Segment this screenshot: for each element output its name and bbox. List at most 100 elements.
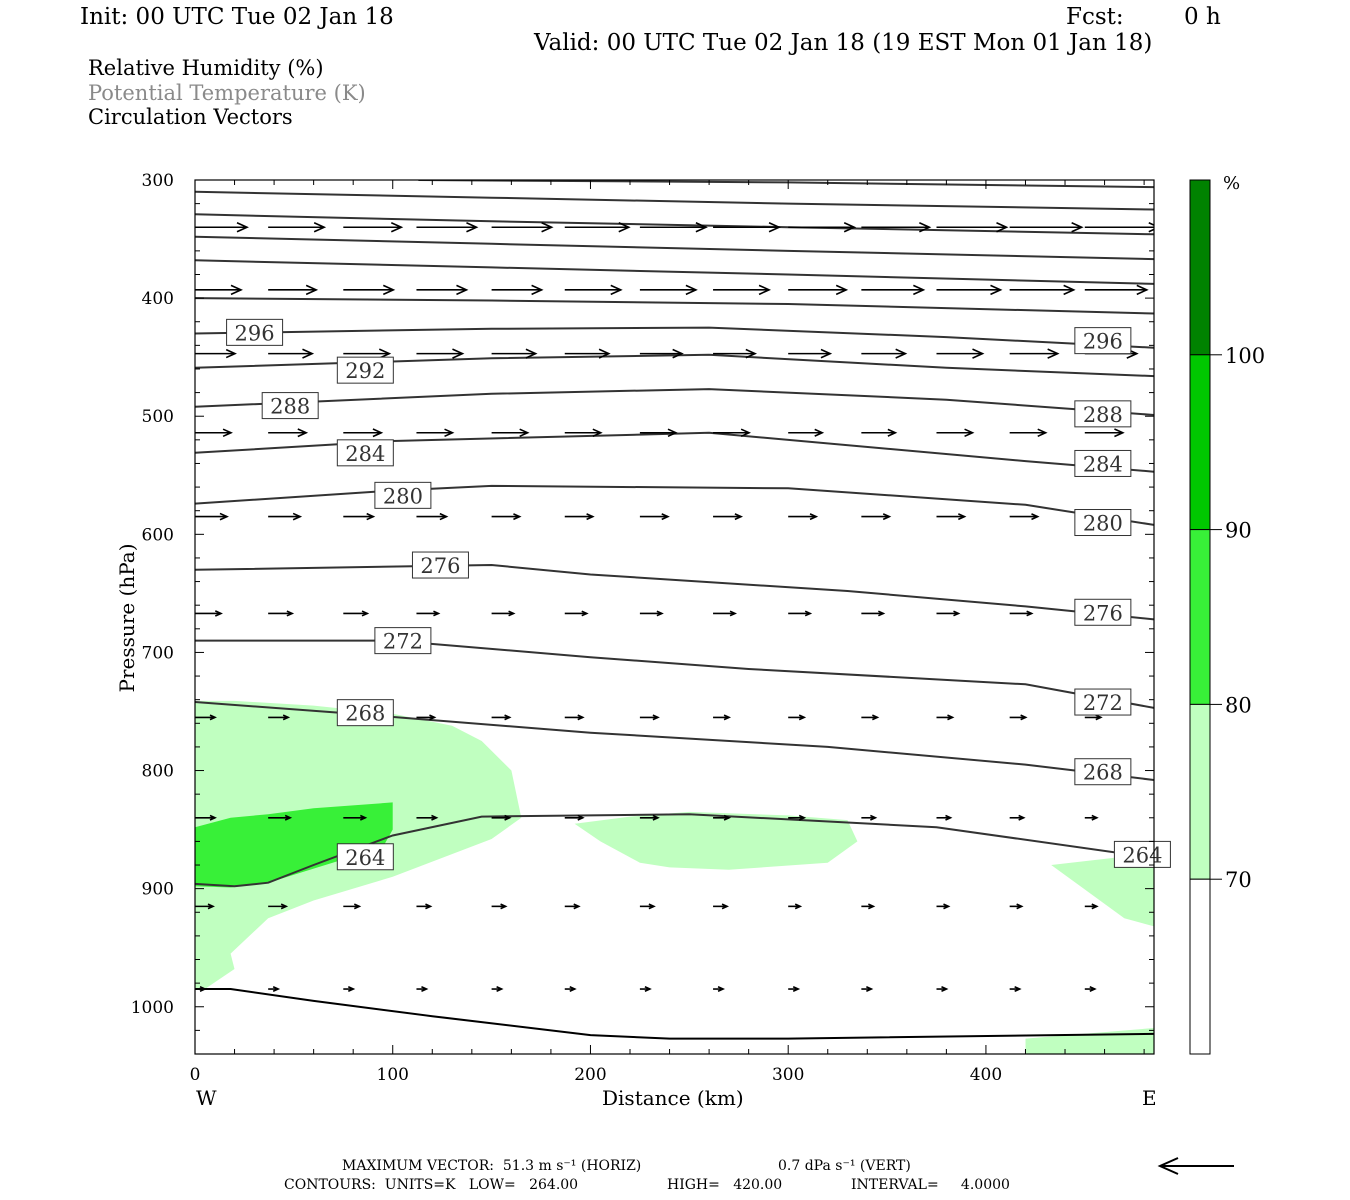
colorbar-segment <box>1189 354 1211 531</box>
contour-high: HIGH= 420.00 <box>667 1177 783 1193</box>
circulation-vector <box>936 814 953 821</box>
theta-label-264: 264 <box>1113 840 1171 868</box>
circulation-vector <box>713 610 738 617</box>
circulation-vector <box>788 348 833 359</box>
circulation-vector <box>343 222 404 233</box>
theta-contour-304 <box>195 259 1154 285</box>
rh-region-70-1 <box>574 811 858 870</box>
circulation-vector <box>1084 222 1154 233</box>
circulation-vector <box>343 610 370 617</box>
circulation-vector <box>861 814 878 821</box>
theta-label-268: 268 <box>1074 758 1132 786</box>
reference-vector <box>1157 1157 1234 1175</box>
theta-contour-288 <box>195 388 1154 416</box>
circulation-vector <box>788 284 849 296</box>
circulation-vector <box>861 428 898 437</box>
circulation-vector <box>639 814 660 821</box>
circulation-vector <box>343 348 392 359</box>
x-tick-label: 100 <box>377 1065 409 1085</box>
circulation-vector <box>195 610 223 617</box>
circulation-vector <box>564 814 585 821</box>
circulation-vector <box>1009 986 1022 993</box>
circulation-vector <box>788 428 825 437</box>
theta-label-280: 280 <box>1074 509 1132 537</box>
theta-label-272: 272 <box>374 627 432 655</box>
circulation-vector <box>639 610 664 617</box>
circulation-vector <box>491 284 544 296</box>
svg-text:292: 292 <box>345 359 385 383</box>
theta-contour-300 <box>195 297 1154 315</box>
rh-region-80-4 <box>195 802 393 888</box>
forecast-hour: 0 h <box>1184 4 1221 30</box>
circulation-vector <box>936 986 949 993</box>
circulation-vector <box>1009 610 1034 617</box>
circulation-vector <box>491 986 504 993</box>
circulation-vector <box>713 222 782 233</box>
circulation-vector <box>268 512 303 521</box>
rh-region-70-2 <box>1051 853 1154 927</box>
svg-text:276: 276 <box>1083 601 1123 625</box>
circulation-vector <box>564 714 585 721</box>
circulation-vector <box>1084 814 1099 821</box>
svg-text:280: 280 <box>1083 512 1123 536</box>
svg-text:276: 276 <box>420 554 460 578</box>
svg-text:288: 288 <box>270 395 310 419</box>
theta-contour-312 <box>195 213 1154 236</box>
y-tick-label: 300 <box>142 171 174 191</box>
circulation-vector <box>268 348 315 359</box>
max-vector-horiz: MAXIMUM VECTOR: 51.3 m s⁻¹ (HORIZ) <box>342 1158 642 1174</box>
colorbar-label: 70 <box>1225 868 1252 892</box>
circulation-vector <box>195 903 215 910</box>
theta-label-272: 272 <box>1074 688 1132 716</box>
theta-label-292: 292 <box>336 356 394 384</box>
circulation-vector <box>564 222 631 233</box>
circulation-vector <box>713 348 758 359</box>
circulation-vector <box>639 428 678 438</box>
x-tick-label: 300 <box>772 1065 804 1085</box>
circulation-vector <box>936 610 961 617</box>
circulation-vector <box>343 903 362 910</box>
west-label: W <box>196 1086 217 1110</box>
circulation-vector <box>861 714 880 721</box>
circulation-vector <box>564 284 623 296</box>
circulation-vector <box>861 513 892 521</box>
valid-time: Valid: 00 UTC Tue 02 Jan 18 (19 EST Mon … <box>534 30 1153 56</box>
circulation-vector <box>491 348 538 359</box>
circulation-vector <box>416 903 433 910</box>
circulation-vector <box>416 348 465 359</box>
surface-line <box>195 988 1154 1040</box>
circulation-vector <box>195 284 243 296</box>
svg-text:296: 296 <box>1083 330 1123 354</box>
theta-label-284: 284 <box>336 439 394 467</box>
circulation-vector <box>1009 714 1028 721</box>
y-tick-label: 700 <box>142 643 174 663</box>
svg-text:284: 284 <box>1083 452 1123 476</box>
y-tick-label: 600 <box>142 525 174 545</box>
circulation-vector <box>416 284 469 296</box>
circulation-vector <box>195 222 249 233</box>
rh-region-70-3 <box>1025 1028 1154 1054</box>
circulation-vector <box>936 284 1003 296</box>
y-tick-label: 800 <box>142 762 174 782</box>
circulation-vector <box>416 814 439 821</box>
circulation-vector <box>268 814 293 821</box>
x-tick-label: 200 <box>574 1065 606 1085</box>
circulation-vector <box>861 284 926 296</box>
circulation-vector <box>343 284 396 296</box>
svg-text:284: 284 <box>345 442 385 466</box>
contour-units-low: CONTOURS: UNITS=K LOW= 264.00 <box>284 1177 579 1193</box>
circulation-vector <box>416 610 441 617</box>
circulation-vector <box>1009 428 1048 438</box>
init-time: Init: 00 UTC Tue 02 Jan 18 <box>80 4 394 30</box>
circulation-vector <box>564 986 577 993</box>
circulation-vector <box>713 903 730 910</box>
circulation-vector <box>268 222 327 233</box>
circulation-vector <box>491 814 512 821</box>
circulation-vector <box>1009 348 1060 359</box>
circulation-vector <box>936 428 975 438</box>
y-axis-label: Pressure (hPa) <box>115 544 139 693</box>
east-label: E <box>1142 1086 1157 1110</box>
theta-label-288: 288 <box>1074 400 1132 428</box>
theta-contour-296 <box>195 326 1154 349</box>
